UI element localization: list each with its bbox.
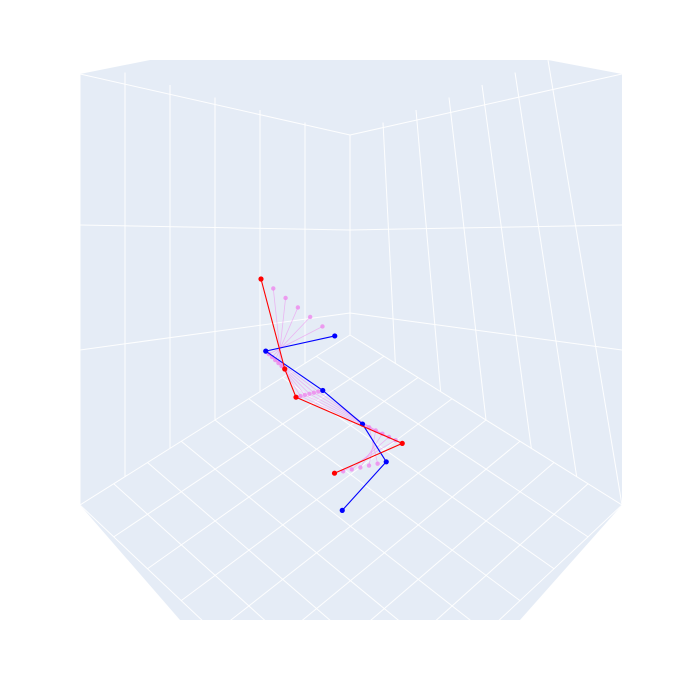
interpolated-point [375,461,380,466]
grid-line [80,224,351,231]
grid-line [448,97,487,421]
red-chain-point [282,366,288,372]
interpolated-point [276,360,281,366]
interpolated-point [298,393,303,399]
grid-line [415,109,442,392]
interpolated-point [307,314,313,320]
interpolated-point [366,463,372,468]
blue-chain-point [339,507,345,513]
blue-chain-line [264,335,387,511]
interpolated-point [358,465,363,470]
grid-line [80,312,351,351]
grid-line [180,440,453,620]
grid-line [349,312,622,351]
grid-line [481,84,532,449]
blue-chain-point [320,387,326,394]
grid-line [214,419,487,620]
scene-background-panel [80,60,622,620]
grid-line [80,73,351,136]
grid-line [349,224,622,231]
red-chain-point [293,394,299,400]
scene-gridlines [80,60,622,620]
blue-chain-point [263,348,269,354]
scene-background [80,60,622,620]
grid-line [514,72,578,477]
red-chain-point [331,470,338,476]
grid-line [282,462,555,620]
interpolated-point [283,295,288,301]
grid-line [248,440,521,620]
grid-line [80,504,351,620]
red-chain-point [258,276,264,282]
interpolated-point [279,363,284,369]
blue-chain-point [332,333,338,339]
interpolated-point [271,286,276,291]
grid-line [113,483,385,620]
interpolated-point [302,392,308,398]
grid-line [349,504,622,620]
grid-line [315,483,589,620]
grid-line [349,73,622,136]
grid-line [382,122,396,364]
grid-line [547,60,622,506]
interpolated-point [311,390,317,395]
data-series [258,276,405,513]
interpolated-point [320,324,325,329]
red-chain-point [399,440,405,446]
interpolated-point [295,305,301,310]
interpolated-point [307,391,312,397]
interpolated-point [349,467,354,472]
grid-line [147,462,419,620]
interpolated-point [316,389,321,394]
blue-chain-point [383,459,389,465]
